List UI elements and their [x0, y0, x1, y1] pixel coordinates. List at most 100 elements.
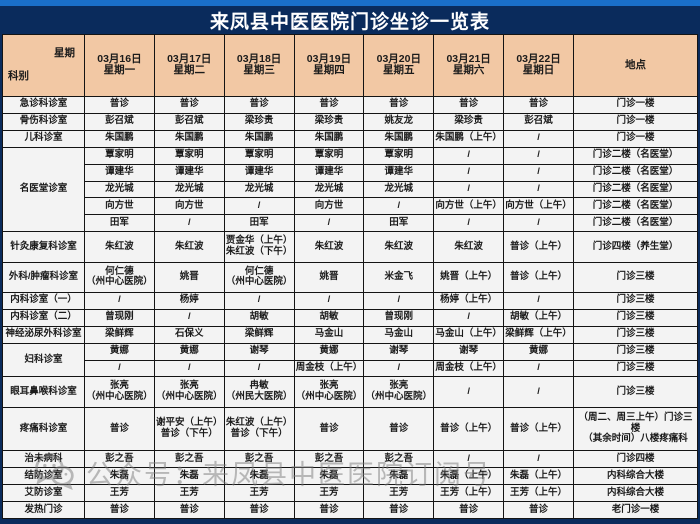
schedule-cell: 普诊 [153, 95, 225, 114]
schedule-cell: 谢琴 [433, 342, 505, 361]
header-row: 星期 科别 03月16日 星期一 03月17日 星期二 03月18日 星期三 03月19日星… [2, 34, 698, 97]
schedule-cell: 普诊 [433, 95, 505, 114]
schedule-cell: 朱国鹏 [363, 129, 435, 148]
schedule-cell: / [363, 197, 435, 216]
schedule-cell: 彭召斌 [153, 112, 225, 131]
location-cell: 门诊二楼（名医堂） [573, 197, 698, 216]
schedule-cell: 普诊 [223, 95, 295, 114]
schedule-cell: 谭建华 [153, 163, 225, 182]
schedule-cell: 普诊 [503, 95, 574, 114]
schedule-cell: / [293, 291, 365, 310]
table-row: 儿科诊室 朱国鹏 朱国鹏 朱国鹏 朱国鹏 朱国鹏 朱国鹏（上午） / 门诊一楼 [2, 129, 698, 148]
day-header-4: 03月19日 星期四 [293, 34, 365, 97]
location-cell: 门诊三楼 [573, 359, 698, 378]
schedule-cell: 朱红波（上午） 普诊（下午） [223, 406, 295, 452]
schedule-cell: / [503, 376, 574, 408]
schedule-cell: / [84, 291, 155, 310]
schedule-cell: / [433, 376, 505, 408]
schedule-cell: 谢琴 [363, 342, 435, 361]
schedule-cell: 龙光城 [84, 180, 155, 199]
schedule-cell: 龙光城 [223, 180, 295, 199]
dept-label-cell: 骨伤科诊室 [2, 112, 85, 131]
schedule-cell: 谭建华 [84, 163, 155, 182]
schedule-cell: 黄娜 [153, 342, 225, 361]
schedule-cell: 王芳（上午） [503, 483, 574, 502]
day-header-6: 03月21日 星期六 [433, 34, 505, 97]
schedule-cell: 朱磊 [293, 467, 365, 485]
schedule-cell: 梁鲜辉（上午） [503, 325, 574, 344]
schedule-cell: 谢琴 [223, 342, 295, 361]
schedule-cell: 贾金华（上午） 朱红波（下午） [223, 231, 295, 263]
table-row: 神经泌尿外科诊室 梁鲜辉 石保义 梁鲜辉 马金山 马金山 马金山（上午） 梁鲜辉（上午） 门诊三… [2, 325, 698, 344]
schedule-cell: 普诊（上午） [433, 406, 505, 452]
schedule-cell: 向方世 [153, 197, 225, 216]
schedule-cell: 张亮 （州中心医院） [293, 376, 365, 408]
schedule-cell: 黄娜 [84, 342, 155, 361]
schedule-cell: 普诊 [363, 406, 435, 452]
schedule-cell: 朱磊 [153, 467, 225, 485]
table-row: 治未病科 彭之吾 彭之吾 彭之吾 彭之吾 彭之吾 / / 门诊四楼 [2, 450, 698, 469]
schedule-cell: 龙光城 [363, 180, 435, 199]
page-title: 来凤县中医医院门诊坐诊一览表 [209, 11, 490, 33]
table-row: 谭建华 谭建华 谭建华 谭建华 谭建华 / / 门诊二楼（名医堂） [3, 163, 698, 182]
table-row: 急诊科诊室 普诊 普诊 普诊 普诊 普诊 普诊 普诊 门诊一楼 [2, 95, 698, 114]
location-cell: 门诊四楼 [573, 450, 698, 469]
dept-label-cell: 外科/肿瘤科诊室 [2, 261, 85, 293]
location-cell: 门诊三楼 [573, 325, 698, 344]
schedule-cell: 梁珍贵 [223, 112, 295, 131]
location-cell: 门诊二楼（名医堂） [573, 163, 698, 182]
dept-label-cell: 结防诊室 [2, 467, 85, 485]
schedule-cell: / [153, 359, 225, 378]
schedule-cell: 彭之吾 [293, 450, 365, 469]
schedule-cell: 朱磊 [223, 467, 295, 485]
day-header-7: 03月22日 星期日 [503, 34, 574, 97]
schedule-cell: 普诊 [84, 500, 155, 519]
schedule-cell: 张亮 （州中心医院） [363, 376, 435, 408]
schedule-cell: 米金飞 [363, 261, 435, 293]
dept-label-cell: 名医堂诊室 [2, 146, 85, 233]
location-cell: （周二、周三上午）门诊三楼 （其余时间）八楼疼痛科 [573, 406, 698, 452]
table-row: 眼耳鼻喉科诊室 张亮 （州中心医院） 张亮 （州中心医院） 冉敏 （州民大医院） 张亮 … [2, 376, 698, 408]
schedule-cell: / [153, 308, 225, 327]
dept-label-cell: 艾防诊室 [2, 483, 85, 502]
schedule-cell: 向方世 [293, 197, 365, 216]
schedule-table-wrap: 星期 科别 03月16日 星期一 03月17日 星期二 03月18日 星期三 03月19日星… [2, 34, 698, 519]
schedule-cell: 普诊 [363, 500, 435, 519]
schedule-cell: 梁鲜辉 [84, 325, 155, 344]
schedule-cell: / [433, 450, 505, 469]
schedule-cell: 周金枝（上午） [293, 359, 365, 378]
location-cell: 内科综合大楼 [573, 483, 698, 502]
schedule-cell: / [223, 359, 295, 378]
table-row: 田军 / 田军 / 田军 / / 门诊二楼（名医堂） [3, 214, 698, 233]
schedule-cell: 谭建华 [223, 163, 295, 182]
schedule-cell: 曾现刚 [84, 308, 155, 327]
schedule-cell: / [363, 359, 435, 378]
schedule-cell: 普诊 [153, 500, 225, 519]
schedule-cell: / [153, 214, 225, 233]
schedule-cell: 朱红波 [84, 231, 155, 263]
location-cell: 门诊一楼 [573, 129, 698, 148]
schedule-cell: 曾现刚 [363, 308, 435, 327]
schedule-cell: 向方世（上午） [503, 197, 574, 216]
schedule-cell: 彭之吾 [84, 450, 155, 469]
schedule-cell: 姚友龙 [363, 112, 435, 131]
schedule-cell: 向方世（上午） [433, 197, 505, 216]
table-row: 内科诊室（一） / 杨婷 / / / 杨婷（上午） / 门诊三楼 [2, 291, 698, 310]
schedule-cell: 朱红波 [153, 231, 225, 263]
schedule-cell: 黄娜 [503, 342, 574, 361]
schedule-cell: / [503, 180, 574, 199]
schedule-cell: / [223, 197, 295, 216]
location-cell: 门诊三楼 [573, 342, 698, 361]
table-row: 名医堂诊室 覃家明 覃家明 覃家明 覃家明 覃家明 / / 门诊二楼（名医堂） [2, 146, 698, 233]
title-bar: 来凤县中医医院门诊坐诊一览表 [0, 6, 700, 34]
schedule-cell: 朱红波 [433, 231, 505, 263]
schedule-cell: 何仁德 （州中心医院） [223, 261, 295, 293]
schedule-cell: 普诊 [84, 406, 155, 452]
schedule-cell: 胡敏 [223, 308, 295, 327]
schedule-cell: 彭之吾 [153, 450, 225, 469]
schedule-cell: / [363, 291, 435, 310]
schedule-cell: 王芳 [363, 483, 435, 502]
table-row: 外科/肿瘤科诊室 何仁德 （州中心医院） 姚晋 何仁德 （州中心医院） 姚晋 米金飞 姚晋（… [2, 261, 698, 293]
schedule-cell: 普诊 [223, 500, 295, 519]
location-cell: 门诊一楼 [573, 95, 698, 114]
